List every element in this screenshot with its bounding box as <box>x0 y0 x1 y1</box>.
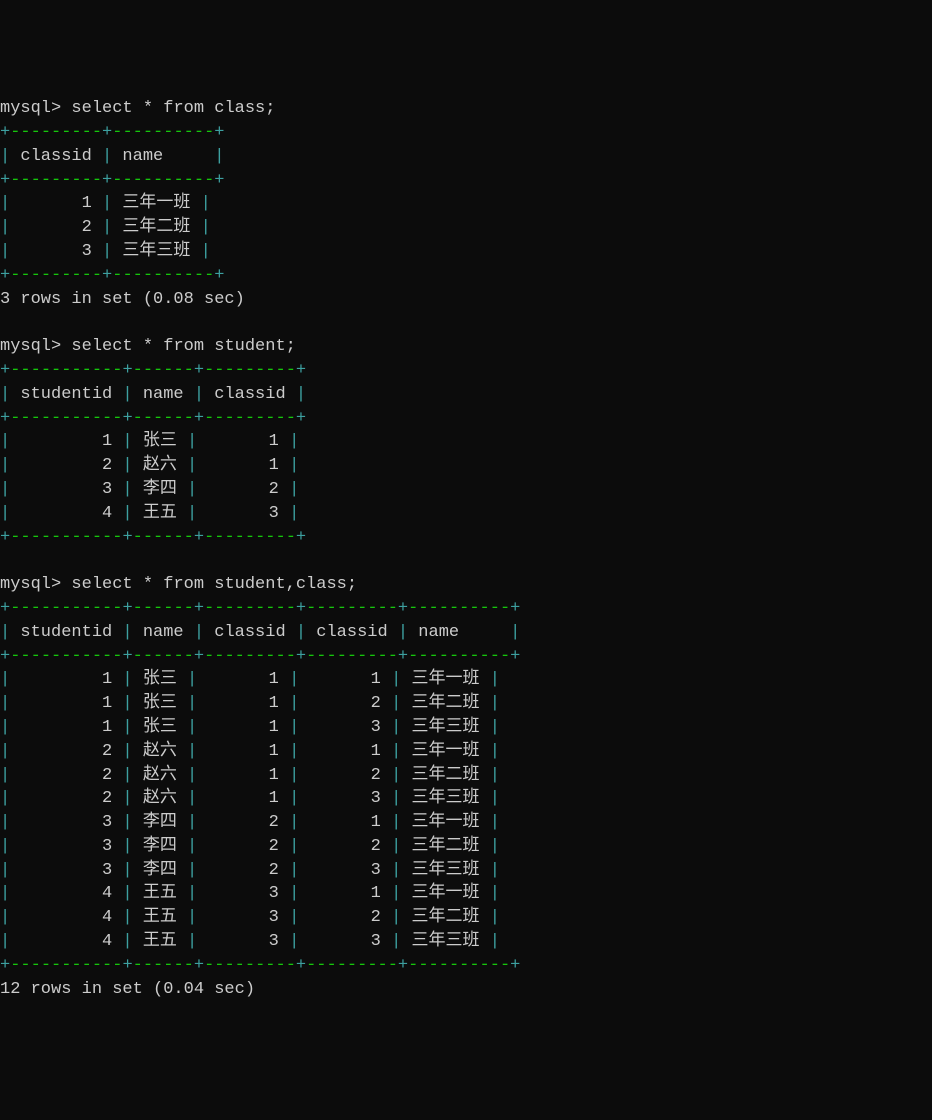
table-border-bot: +---------+----------+ <box>0 264 932 288</box>
table-row: | 1 | 张三 | 1 | 3 | 三年三班 | <box>0 716 932 740</box>
table-border-mid: +---------+----------+ <box>0 169 932 193</box>
table-border-bot: +-----------+------+---------+---------+… <box>0 954 932 978</box>
table-border-mid: +-----------+------+---------+ <box>0 407 932 431</box>
mysql-prompt: mysql> <box>0 99 71 118</box>
table-row: | 1 | 张三 | 1 | 1 | 三年一班 | <box>0 668 932 692</box>
mysql-prompt-line: mysql> select * from class; <box>0 97 932 121</box>
table-row: | 4 | 王五 | 3 | 3 | 三年三班 | <box>0 930 932 954</box>
blank-line <box>0 311 932 335</box>
blank-line <box>0 549 932 573</box>
table-row: | 1 | 三年一班 | <box>0 192 932 216</box>
table-row: | 4 | 王五 | 3 | 1 | 三年一班 | <box>0 882 932 906</box>
sql-query: select * from student; <box>71 337 295 356</box>
table-row: | 2 | 赵六 | 1 | <box>0 454 932 478</box>
table-row: | 3 | 李四 | 2 | 3 | 三年三班 | <box>0 859 932 883</box>
table-row: | 3 | 李四 | 2 | 1 | 三年一班 | <box>0 811 932 835</box>
table-row: | 2 | 赵六 | 1 | 3 | 三年三班 | <box>0 787 932 811</box>
table-row: | 2 | 赵六 | 1 | 2 | 三年二班 | <box>0 764 932 788</box>
status-line: 3 rows in set (0.08 sec) <box>0 288 932 312</box>
table-border-top: +-----------+------+---------+---------+… <box>0 597 932 621</box>
mysql-prompt: mysql> <box>0 337 71 356</box>
mysql-prompt: mysql> <box>0 575 71 594</box>
table-border-top: +-----------+------+---------+ <box>0 359 932 383</box>
status-line: 12 rows in set (0.04 sec) <box>0 978 932 1002</box>
table-row: | 4 | 王五 | 3 | 2 | 三年二班 | <box>0 906 932 930</box>
table-border-top: +---------+----------+ <box>0 121 932 145</box>
table-row: | 3 | 李四 | 2 | 2 | 三年二班 | <box>0 835 932 859</box>
table-row: | 3 | 三年三班 | <box>0 240 932 264</box>
table-header-row: | studentid | name | classid | <box>0 383 932 407</box>
mysql-prompt-line: mysql> select * from student; <box>0 335 932 359</box>
sql-query: select * from class; <box>71 99 275 118</box>
table-row: | 2 | 赵六 | 1 | 1 | 三年一班 | <box>0 740 932 764</box>
table-header-row: | classid | name | <box>0 145 932 169</box>
table-header-row: | studentid | name | classid | classid |… <box>0 621 932 645</box>
mysql-prompt-line: mysql> select * from student,class; <box>0 573 932 597</box>
table-border-mid: +-----------+------+---------+---------+… <box>0 645 932 669</box>
table-row: | 2 | 三年二班 | <box>0 216 932 240</box>
table-border-bot: +-----------+------+---------+ <box>0 526 932 550</box>
table-row: | 3 | 李四 | 2 | <box>0 478 932 502</box>
sql-query: select * from student,class; <box>71 575 357 594</box>
table-row: | 1 | 张三 | 1 | 2 | 三年二班 | <box>0 692 932 716</box>
table-row: | 4 | 王五 | 3 | <box>0 502 932 526</box>
mysql-terminal: mysql> select * from class;+---------+--… <box>0 97 932 1001</box>
table-row: | 1 | 张三 | 1 | <box>0 430 932 454</box>
